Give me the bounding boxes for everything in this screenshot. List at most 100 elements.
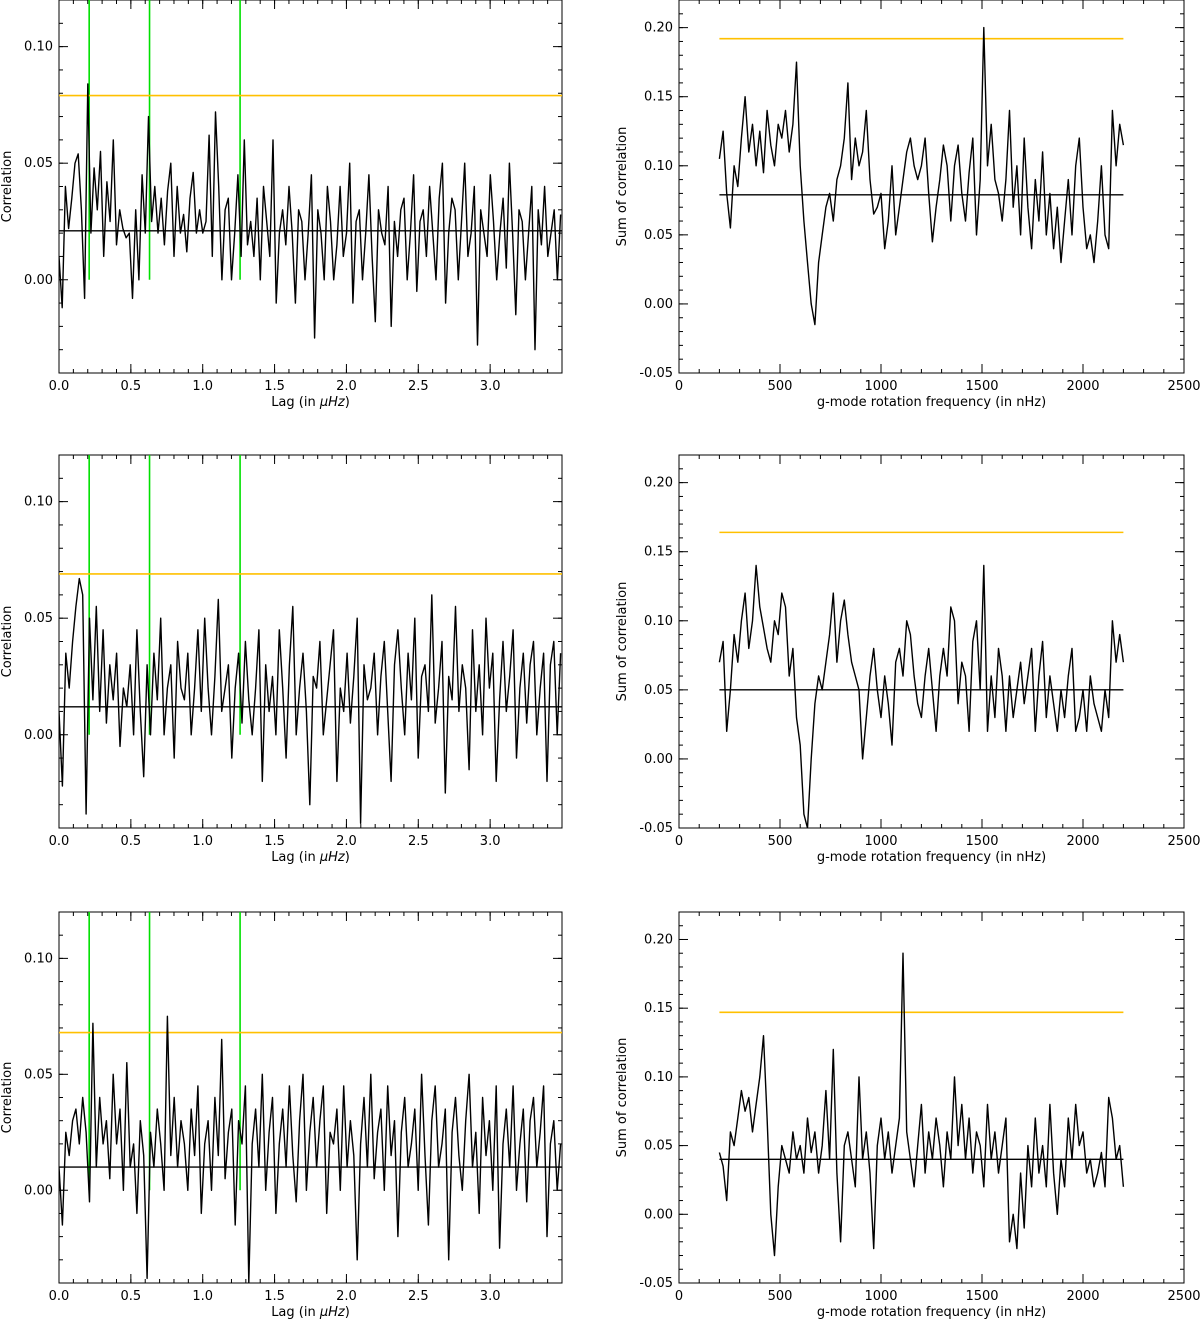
plot-frame (678, 454, 1185, 829)
series-line (718, 564, 1125, 828)
x-tick-label: 1500 (965, 1289, 998, 1304)
series-line (718, 952, 1125, 1257)
x-tick-label: 1000 (864, 1289, 897, 1304)
y-tick-label: 0.00 (644, 752, 673, 767)
y-axis-label: Sum of correlation (615, 127, 630, 247)
y-tick-label: 0.05 (644, 1139, 673, 1154)
y-tick-label: 0.05 (644, 228, 673, 243)
x-axis-label: Lag (in μHz) (271, 850, 350, 865)
x-tick-label: 2500 (1167, 1289, 1200, 1304)
y-tick-label: -0.05 (639, 366, 673, 381)
y-axis-label: Correlation (0, 1062, 15, 1134)
chart-panel-lag-2: 0.0 0.5 1.0 1.5 2.0 2.5 3.0 0.00 0.05 0.10 Lag (in… (0, 454, 563, 865)
plot-data (59, 455, 562, 824)
x-axis-label-prefix: Lag (in (271, 395, 320, 410)
y-tick-label: 0.10 (24, 951, 53, 966)
chart-panel-rot-3: 0 500 1000 1500 2000 2500 -0.05 0.00 0.05 0.10 0.1… (615, 911, 1200, 1320)
x-tick-label: 1000 (864, 834, 897, 849)
x-tick-label: 500 (768, 379, 793, 394)
x-tick-label: 3.0 (480, 1289, 501, 1304)
x-tick-label: 3.0 (480, 379, 501, 394)
x-tick-label: 1.0 (192, 379, 213, 394)
plot-data (718, 531, 1125, 828)
plot-frame (678, 0, 1185, 374)
y-tick-label: 0.10 (644, 1070, 673, 1085)
x-tick-label: 2000 (1066, 834, 1099, 849)
x-tick-label: 1.5 (264, 379, 285, 394)
x-tick-label: 2500 (1167, 379, 1200, 394)
chart-panel-rot-1: 0 500 1000 1500 2000 2500 -0.05 0.00 0.05 0.10 0.1… (615, 0, 1200, 410)
y-tick-label: 0.00 (644, 297, 673, 312)
series-line (59, 577, 562, 824)
x-tick-label: 2500 (1167, 834, 1200, 849)
y-axis-label: Sum of correlation (615, 1038, 630, 1158)
chart-panel-lag-3: 0.0 0.5 1.0 1.5 2.0 2.5 3.0 0.00 0.05 0.10 Lag (in… (0, 911, 563, 1320)
x-axis-label: g-mode rotation frequency (in nHz) (817, 850, 1046, 865)
x-tick-label: 0.5 (121, 834, 142, 849)
x-tick-label: 1500 (965, 834, 998, 849)
plot-data (718, 26, 1125, 326)
series-line (59, 1015, 562, 1283)
x-axis-label-unit: μHz (319, 850, 346, 865)
x-tick-label: 2.5 (408, 1289, 429, 1304)
x-axis-label-prefix: Lag (in (271, 1305, 320, 1320)
x-tick-label: 0 (675, 379, 683, 394)
x-tick-label: 0.0 (49, 379, 70, 394)
x-axis-label-suffix: ) (345, 850, 350, 865)
x-tick-label: 1.0 (192, 834, 213, 849)
y-axis-label: Sum of correlation (615, 582, 630, 702)
chart-panel-rot-2: 0 500 1000 1500 2000 2500 -0.05 0.00 0.05 0.10 0.1… (615, 454, 1200, 865)
x-axis-label-suffix: ) (345, 1305, 350, 1320)
y-tick-label: 0.10 (644, 159, 673, 174)
y-tick-label: 0.20 (644, 476, 673, 491)
x-axis-label: g-mode rotation frequency (in nHz) (817, 1305, 1046, 1320)
y-tick-label: 0.05 (24, 156, 53, 171)
x-tick-label: 2.0 (336, 1289, 357, 1304)
y-tick-label: 0.00 (24, 728, 53, 743)
plot-data (718, 952, 1125, 1257)
x-tick-label: 0.5 (121, 379, 142, 394)
x-axis-label-prefix: Lag (in (271, 850, 320, 865)
y-tick-label: 0.00 (24, 1183, 53, 1198)
series-line (718, 26, 1125, 326)
x-axis-label: Lag (in μHz) (271, 1305, 350, 1320)
x-tick-label: 0.0 (49, 1289, 70, 1304)
x-axis-label-unit: μHz (319, 395, 346, 410)
x-tick-label: 0.0 (49, 834, 70, 849)
x-tick-label: 1.5 (264, 834, 285, 849)
x-tick-label: 500 (768, 834, 793, 849)
x-axis-label: g-mode rotation frequency (in nHz) (817, 395, 1046, 410)
y-tick-label: -0.05 (639, 1276, 673, 1291)
x-tick-label: 2.5 (408, 379, 429, 394)
y-tick-label: 0.20 (644, 932, 673, 947)
plot-data (59, 0, 562, 351)
x-tick-label: 0 (675, 834, 683, 849)
x-axis-label-unit: μHz (319, 1305, 346, 1320)
x-tick-label: 0 (675, 1289, 683, 1304)
y-tick-label: 0.10 (24, 40, 53, 55)
y-tick-label: 0.15 (644, 1001, 673, 1016)
y-axis-label: Correlation (0, 151, 15, 223)
plot-frame (58, 911, 563, 1284)
y-tick-label: 0.05 (24, 611, 53, 626)
x-tick-label: 1500 (965, 379, 998, 394)
x-tick-label: 2000 (1066, 379, 1099, 394)
x-axis-label: Lag (in μHz) (271, 395, 350, 410)
y-tick-label: 0.05 (24, 1067, 53, 1082)
y-tick-label: -0.05 (639, 821, 673, 836)
x-axis-label-suffix: ) (345, 395, 350, 410)
x-tick-label: 3.0 (480, 834, 501, 849)
y-tick-label: 0.00 (24, 273, 53, 288)
x-tick-label: 1000 (864, 379, 897, 394)
x-tick-label: 2000 (1066, 1289, 1099, 1304)
y-tick-label: 0.20 (644, 21, 673, 36)
plot-data (59, 912, 562, 1283)
x-tick-label: 0.5 (121, 1289, 142, 1304)
y-axis-label: Correlation (0, 606, 15, 678)
series-line (59, 83, 562, 351)
x-tick-label: 2.0 (336, 834, 357, 849)
y-tick-label: 0.15 (644, 545, 673, 560)
y-tick-label: 0.05 (644, 683, 673, 698)
x-tick-label: 2.5 (408, 834, 429, 849)
